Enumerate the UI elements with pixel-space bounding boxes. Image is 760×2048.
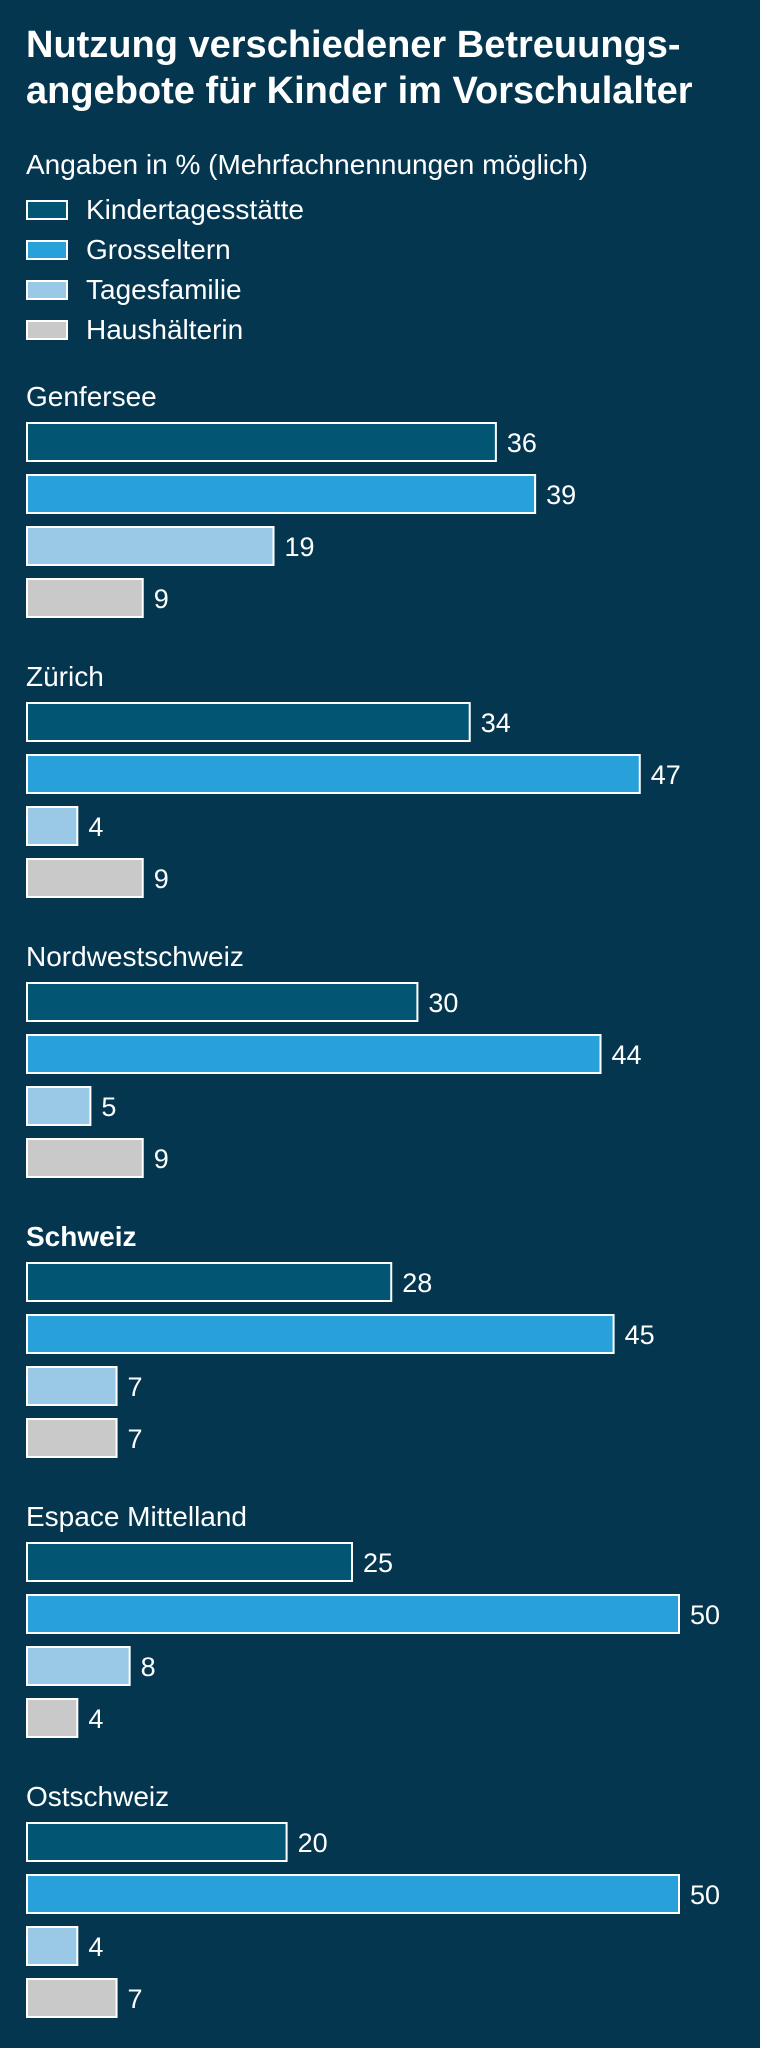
value-label-genfersee-2: 19 — [285, 532, 315, 562]
bar-z-rich-1 — [26, 754, 641, 794]
value-label-espace-mittelland-2: 8 — [141, 1652, 156, 1682]
bar-espace-mittelland-2 — [26, 1646, 131, 1686]
bar-genfersee-2 — [26, 526, 275, 566]
value-label-espace-mittelland-0: 25 — [363, 1548, 393, 1578]
value-label-z-rich-3: 9 — [154, 864, 169, 894]
bar-nordwestschweiz-3 — [26, 1138, 144, 1178]
bar-schweiz-0 — [26, 1262, 393, 1302]
bar-espace-mittelland-1 — [26, 1594, 680, 1634]
chart-title-line-1: Nutzung verschiedener Betreuungs- — [26, 24, 681, 66]
value-label-ostschweiz-3: 7 — [128, 1984, 143, 2014]
bar-genfersee-1 — [26, 474, 537, 514]
bar-genfersee-3 — [26, 578, 144, 618]
legend-label-haushaelterin: Haushälterin — [86, 314, 244, 345]
value-label-nordwestschweiz-1: 44 — [612, 1040, 642, 1070]
bar-z-rich-2 — [26, 806, 79, 846]
value-label-schweiz-1: 45 — [625, 1320, 655, 1350]
legend-swatch-kindertagesstaette — [26, 200, 68, 220]
value-label-schweiz-2: 7 — [128, 1372, 143, 1402]
value-label-genfersee-0: 36 — [507, 428, 537, 458]
value-label-z-rich-2: 4 — [88, 812, 103, 842]
value-label-espace-mittelland-3: 4 — [88, 1704, 103, 1734]
bar-nordwestschweiz-0 — [26, 982, 419, 1022]
bar-nordwestschweiz-2 — [26, 1086, 92, 1126]
group-label-schweiz: Schweiz — [26, 1221, 136, 1252]
value-label-z-rich-1: 47 — [651, 760, 681, 790]
bar-genfersee-0 — [26, 422, 497, 462]
bar-schweiz-2 — [26, 1366, 118, 1406]
bar-schweiz-1 — [26, 1314, 615, 1354]
value-label-ostschweiz-1: 50 — [690, 1880, 720, 1910]
value-label-ostschweiz-2: 4 — [88, 1932, 103, 1962]
legend-swatch-grosseltern — [26, 240, 68, 260]
group-label-genfersee: Genfersee — [26, 381, 157, 412]
bar-z-rich-0 — [26, 702, 471, 742]
group-label-nordwestschweiz: Nordwestschweiz — [26, 941, 244, 972]
bar-espace-mittelland-0 — [26, 1542, 353, 1582]
group-label-ostschweiz: Ostschweiz — [26, 1781, 169, 1812]
bar-ostschweiz-0 — [26, 1822, 288, 1862]
chart-subtitle: Angaben in % (Mehrfachnennungen möglich) — [26, 149, 588, 180]
group-label-z-rich: Zürich — [26, 661, 104, 692]
value-label-nordwestschweiz-3: 9 — [154, 1144, 169, 1174]
bar-z-rich-3 — [26, 858, 144, 898]
value-label-schweiz-3: 7 — [128, 1424, 143, 1454]
bar-nordwestschweiz-1 — [26, 1034, 602, 1074]
bar-ostschweiz-3 — [26, 1978, 118, 2018]
bar-ostschweiz-1 — [26, 1874, 680, 1914]
value-label-genfersee-1: 39 — [546, 480, 576, 510]
value-label-nordwestschweiz-2: 5 — [101, 1092, 116, 1122]
group-label-espace-mittelland: Espace Mittelland — [26, 1501, 247, 1532]
legend-label-grosseltern: Grosseltern — [86, 234, 231, 265]
chart-title-line-2: angebote für Kinder im Vorschulalter — [26, 70, 693, 112]
value-label-ostschweiz-0: 20 — [298, 1828, 328, 1858]
bar-espace-mittelland-3 — [26, 1698, 79, 1738]
value-label-schweiz-0: 28 — [402, 1268, 432, 1298]
legend-label-kindertagesstaette: Kindertagesstätte — [86, 194, 304, 225]
value-label-nordwestschweiz-0: 30 — [428, 988, 458, 1018]
chart-title: Nutzung verschiedener Betreuungs- angebo… — [26, 22, 746, 114]
bar-schweiz-3 — [26, 1418, 118, 1458]
legend-label-tagesfamilie: Tagesfamilie — [86, 274, 242, 305]
bar-ostschweiz-2 — [26, 1926, 79, 1966]
legend-swatch-tagesfamilie — [26, 280, 68, 300]
value-label-genfersee-3: 9 — [154, 584, 169, 614]
legend-swatch-haushaelterin — [26, 320, 68, 340]
value-label-espace-mittelland-1: 50 — [690, 1600, 720, 1630]
value-label-z-rich-0: 34 — [481, 708, 511, 738]
